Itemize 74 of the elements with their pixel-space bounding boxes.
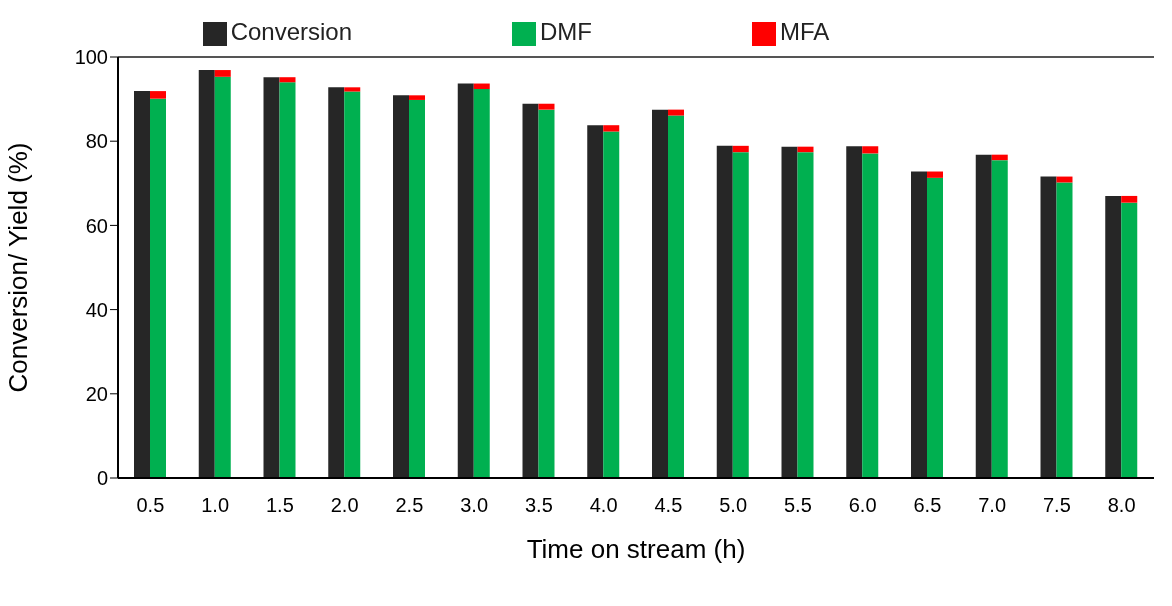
bar	[862, 153, 879, 478]
bar	[862, 146, 879, 154]
y-tick-label: 40	[85, 298, 108, 321]
x-tick-label: 4.5	[654, 494, 683, 517]
bar	[279, 82, 296, 478]
bar	[927, 171, 943, 178]
bar	[150, 91, 166, 99]
bar	[991, 154, 1008, 161]
bar	[587, 125, 604, 478]
x-tick-label: 4.0	[589, 494, 618, 517]
bar	[263, 77, 280, 478]
x-tick-label: 2.0	[330, 494, 359, 517]
bar	[991, 160, 1008, 478]
bar	[975, 154, 992, 478]
x-tick-label: 6.5	[913, 494, 942, 517]
bar	[344, 91, 361, 478]
x-tick-label: 1.5	[265, 494, 294, 517]
bar	[538, 103, 555, 110]
bar	[652, 109, 668, 478]
x-tick-label: 8.0	[1107, 494, 1136, 517]
y-tick-label: 100	[74, 46, 108, 69]
x-tick-label: 5.0	[719, 494, 748, 517]
x-tick-label: 2.5	[395, 494, 424, 517]
bar	[716, 145, 733, 478]
bar	[1121, 195, 1138, 203]
legend-label: Conversion	[230, 18, 353, 45]
bar	[732, 152, 749, 478]
y-tick-label: 60	[85, 214, 108, 237]
bar	[150, 98, 166, 478]
bar	[1105, 195, 1122, 478]
y-axis-title: Conversion/ Yield (%)	[3, 142, 34, 393]
bar	[473, 83, 490, 89]
bar	[457, 83, 474, 478]
x-tick-label: 3.5	[524, 494, 553, 517]
bar	[393, 95, 409, 478]
bar	[911, 171, 927, 478]
x-axis-title: Time on stream (h)	[526, 534, 746, 564]
bar	[797, 152, 814, 478]
bar	[603, 131, 620, 478]
bar	[1056, 182, 1073, 478]
bar	[846, 146, 863, 478]
bar	[603, 125, 620, 132]
bar	[344, 87, 361, 92]
bar	[1040, 176, 1057, 478]
x-tick-label: 7.0	[978, 494, 1007, 517]
bar	[1121, 202, 1138, 478]
x-tick-label: 1.0	[201, 494, 230, 517]
y-tick-label: 20	[85, 382, 108, 405]
x-tick-label: 6.0	[848, 494, 877, 517]
y-tick-label: 80	[85, 130, 108, 153]
bar	[668, 109, 684, 116]
bar	[409, 99, 425, 478]
x-tick-label: 7.5	[1042, 494, 1071, 517]
bar	[279, 77, 296, 83]
y-tick-label: 0	[96, 467, 108, 490]
bar	[214, 70, 231, 77]
bar	[198, 70, 215, 478]
x-tick-label: 0.5	[136, 494, 165, 517]
bar	[668, 115, 684, 478]
legend-label: DMF	[540, 18, 593, 45]
bar	[927, 177, 943, 478]
bar	[214, 76, 231, 478]
bar	[134, 91, 150, 478]
bar	[328, 87, 345, 478]
legend-label: MFA	[780, 18, 830, 45]
bar	[538, 109, 555, 478]
x-tick-label: 5.5	[783, 494, 812, 517]
bar	[473, 89, 490, 478]
bar	[409, 95, 425, 100]
bar	[522, 103, 539, 478]
x-tick-label: 3.0	[460, 494, 489, 517]
bar	[797, 146, 814, 153]
bar	[781, 146, 798, 478]
bar	[732, 145, 749, 153]
